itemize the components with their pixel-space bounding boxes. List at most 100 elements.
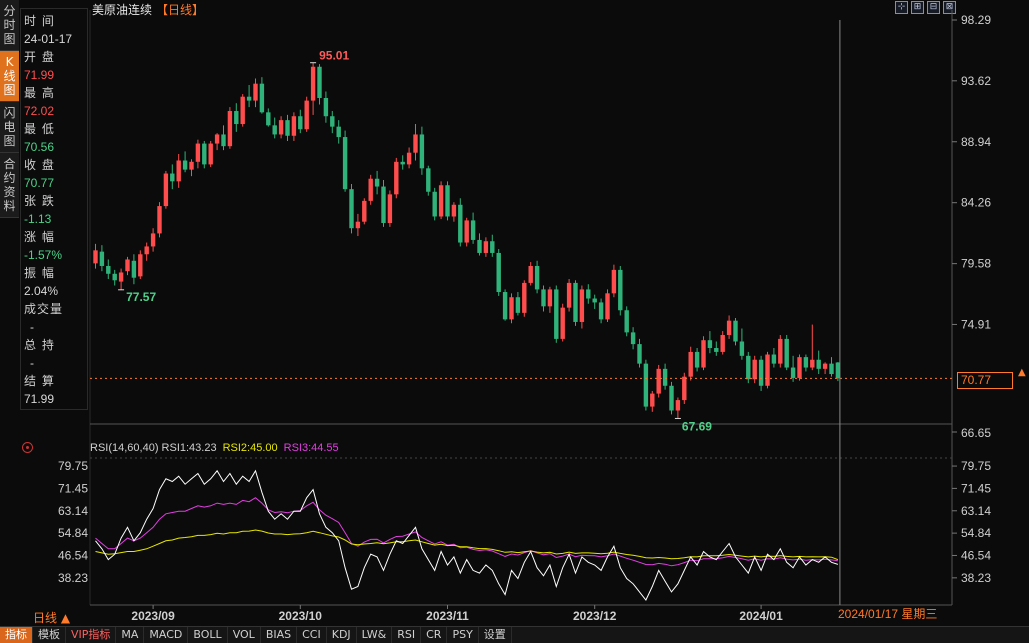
toolbar-item-3[interactable]: MA bbox=[116, 626, 145, 643]
candle-body bbox=[554, 289, 559, 339]
candle-body bbox=[246, 96, 252, 101]
rsi2-line bbox=[95, 529, 839, 561]
candle-body bbox=[592, 298, 597, 303]
toolbar-item-2[interactable]: VIP指标 bbox=[66, 626, 117, 643]
rsi2-legend: RSI2:45.00 bbox=[222, 442, 278, 454]
candle-body bbox=[669, 385, 674, 411]
crosshair-icon[interactable]: ⊹ bbox=[895, 1, 908, 14]
rsi-tick-label-right: 79.75 bbox=[961, 459, 991, 473]
candle-body bbox=[438, 185, 444, 217]
candle-body bbox=[694, 351, 700, 368]
toolbar-item-12[interactable]: CR bbox=[421, 626, 448, 643]
candle-body bbox=[637, 344, 642, 364]
candle-body bbox=[214, 134, 220, 144]
candle-body bbox=[99, 251, 105, 266]
pct-change-label: 涨 幅 bbox=[24, 230, 55, 244]
toolbar-item-7[interactable]: BIAS bbox=[261, 626, 298, 643]
candle-body bbox=[413, 134, 418, 153]
toolbar-item-10[interactable]: LW& bbox=[357, 626, 393, 643]
zoom-in-icon[interactable]: ⊞ bbox=[911, 1, 924, 14]
candle-body bbox=[285, 120, 290, 136]
candle-body bbox=[163, 173, 169, 207]
candle-body bbox=[771, 354, 777, 364]
price-tick-label: 74.91 bbox=[961, 317, 991, 331]
candle-body bbox=[778, 338, 783, 364]
candle-body bbox=[227, 111, 233, 147]
x-tick-label: 2023/09 bbox=[131, 609, 175, 623]
period-tag: 【日线】 bbox=[156, 3, 205, 17]
close-icon[interactable]: ⊠ bbox=[943, 1, 956, 14]
candle-body bbox=[688, 351, 693, 377]
candle-body bbox=[266, 112, 271, 126]
zoom-out-icon[interactable]: ⊟ bbox=[927, 1, 940, 14]
tab-char: 电 bbox=[3, 120, 16, 134]
high-value: 72.02 bbox=[24, 104, 55, 118]
toolbar-item-6[interactable]: VOL bbox=[228, 626, 261, 643]
tab-char: 时 bbox=[3, 18, 16, 32]
price-arrow-icon: ▲ bbox=[1018, 367, 1026, 378]
candle-body bbox=[515, 297, 521, 313]
tab-char: 约 bbox=[3, 171, 16, 185]
candle-body bbox=[534, 265, 540, 290]
tab-timeshare[interactable]: 分时图 bbox=[0, 0, 19, 51]
indicator-settings-icon[interactable] bbox=[22, 442, 33, 453]
toolbar-item-5[interactable]: BOLL bbox=[188, 626, 228, 643]
candle-body bbox=[643, 363, 649, 407]
tab-contract-info[interactable]: 合约资料 bbox=[0, 153, 19, 218]
candle-body bbox=[573, 282, 578, 322]
toolbar-item-8[interactable]: CCI bbox=[297, 626, 327, 643]
candle-body bbox=[419, 134, 425, 169]
toolbar-item-13[interactable]: PSY bbox=[447, 626, 479, 643]
close-value: 70.77 bbox=[24, 176, 55, 190]
chart-window-buttons: ⊹ ⊞ ⊟ ⊠ bbox=[895, 1, 956, 14]
rsi1-line bbox=[95, 469, 839, 601]
candle-body bbox=[630, 332, 636, 345]
price-tick-label: 79.58 bbox=[961, 257, 991, 271]
price-tick-label: 84.26 bbox=[961, 196, 991, 210]
toolbar-item-14[interactable]: 设置 bbox=[479, 626, 512, 643]
candle-body bbox=[394, 161, 399, 195]
instrument-name: 美原油连续 bbox=[92, 3, 153, 17]
candle-body bbox=[598, 302, 604, 320]
candle-body bbox=[144, 246, 149, 255]
candle-body bbox=[93, 250, 98, 264]
close-label: 收 盘 bbox=[24, 158, 55, 172]
candle-body bbox=[106, 265, 111, 274]
candle-body bbox=[445, 185, 450, 217]
candle-body bbox=[675, 400, 681, 411]
toolbar-item-0[interactable]: 指标 bbox=[0, 626, 33, 643]
candle-body bbox=[451, 204, 457, 217]
rsi-tick-label-left: 79.75 bbox=[58, 459, 88, 473]
toolbar-item-9[interactable]: KDJ bbox=[327, 626, 357, 643]
candle-body bbox=[291, 116, 297, 136]
low-value: 70.56 bbox=[24, 140, 55, 154]
period-selector[interactable]: 日线 ▲ bbox=[33, 611, 71, 625]
tab-char: 图 bbox=[3, 83, 16, 97]
candle-body bbox=[189, 161, 194, 170]
candle-body bbox=[522, 282, 527, 313]
candle-body bbox=[611, 269, 617, 294]
change-value: -1.13 bbox=[24, 212, 52, 226]
time-value: 24-01-17 bbox=[24, 32, 73, 46]
tab-flash[interactable]: 闪电图 bbox=[0, 102, 19, 153]
tab-char: 料 bbox=[3, 199, 16, 213]
rsi-tick-label-right: 71.45 bbox=[961, 481, 991, 495]
rsi-legend: RSI(14,60,40) RSI1:43.23 RSI2:45.00 RSI3:4… bbox=[90, 442, 345, 454]
low2-annotation: 67.69 bbox=[682, 419, 712, 433]
open-label: 开 盘 bbox=[24, 50, 55, 64]
candle-body bbox=[560, 307, 565, 339]
candle-body bbox=[682, 376, 687, 401]
x-tick-label: 2023/11 bbox=[426, 609, 469, 623]
toolbar-item-4[interactable]: MACD bbox=[144, 626, 189, 643]
candle-body bbox=[816, 359, 821, 369]
low-label: 最 低 bbox=[24, 122, 55, 136]
candle-body bbox=[650, 393, 655, 407]
candle-body bbox=[278, 120, 284, 135]
candle-body bbox=[400, 161, 405, 165]
tab-char: K bbox=[5, 55, 14, 69]
toolbar-item-11[interactable]: RSI bbox=[392, 626, 422, 643]
toolbar-item-1[interactable]: 模板 bbox=[33, 626, 66, 643]
candle-body bbox=[138, 254, 143, 277]
